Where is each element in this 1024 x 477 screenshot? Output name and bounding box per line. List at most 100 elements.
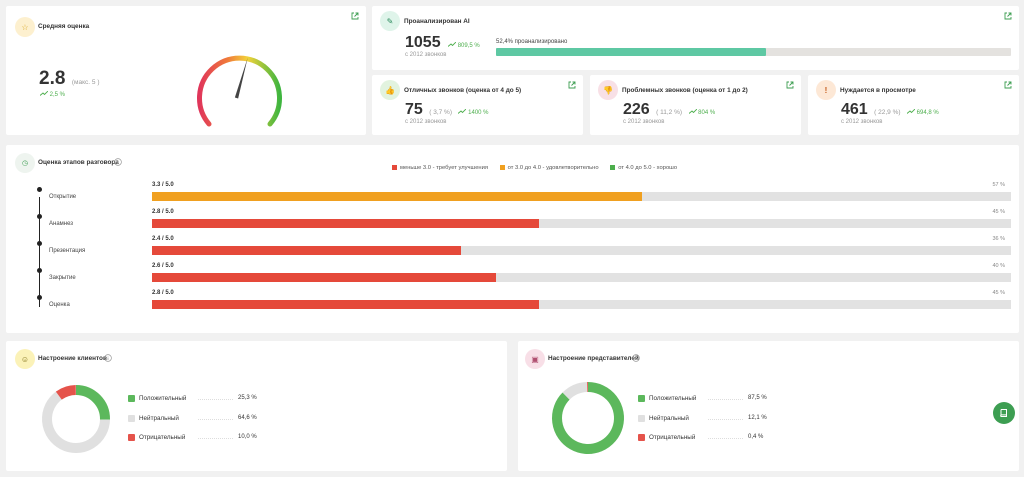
stages-timeline-line [39, 197, 40, 307]
timeline-dot [37, 187, 42, 192]
review-sub: с 2012 звонков [841, 119, 883, 125]
legend-item: от 4.0 до 5.0 - хорошо [610, 165, 677, 171]
stage-bar-track[interactable] [152, 246, 1011, 255]
gauge-arc [197, 55, 282, 127]
sentiment-label: Положительный [139, 395, 187, 402]
stage-bar-track[interactable] [152, 273, 1011, 282]
excellent-title: Отличных звонков (оценка от 4 до 5) [404, 87, 522, 94]
sentiment-value: 10,0 % [238, 434, 257, 440]
sentiment-label: Нейтральный [139, 414, 179, 422]
clients-title: Настроение клиентов [38, 355, 107, 362]
stage-name: Анамнез [49, 221, 74, 227]
book-fab-button[interactable] [993, 402, 1015, 424]
info-icon[interactable] [632, 354, 640, 362]
ai-title: Проанализирован AI [404, 18, 470, 25]
excellent-value-group: 75 ( 3,7 %) 1400 % [405, 101, 489, 119]
star-icon: ☆ [15, 17, 35, 37]
excellent-trend: 1400 % [468, 110, 489, 116]
ai-trend: 809,5 % [457, 43, 480, 49]
ai-analysed-card: ✎ Проанализирован AI 1055 809,5 % с 2012… [372, 6, 1019, 70]
stage-bar-fill [152, 273, 496, 282]
problem-pct: ( 11,2 %) [656, 109, 683, 116]
trend-up-icon [688, 109, 697, 114]
stage-percent: 57 % [992, 182, 1005, 188]
trend-up-icon [458, 109, 467, 114]
legend-label: от 3.0 до 4.0 - удовлетворительно [507, 165, 599, 172]
stage-percent: 40 % [992, 263, 1005, 269]
timeline-dot [37, 295, 42, 300]
donut-slice [562, 382, 588, 400]
review-title: Нуждается в просмотре [840, 87, 916, 94]
problem-title: Проблемных звонков (оценка от 1 до 2) [622, 87, 748, 94]
stage-percent: 45 % [992, 209, 1005, 215]
exclamation-icon: ! [816, 80, 836, 100]
trend-up-icon [40, 91, 48, 96]
review-pct: ( 22,9 %) [874, 109, 901, 116]
sentiment-swatch [128, 395, 135, 402]
timeline-dot [37, 214, 42, 219]
donut-slice [75, 385, 110, 420]
sentiment-value: 64,6 % [238, 414, 257, 421]
sentiment-swatch [128, 434, 135, 441]
trend-up-icon [906, 109, 915, 114]
problem-calls-card: 👎 Проблемных звонков (оценка от 1 до 2) … [590, 75, 801, 135]
stage-score: 3.3 / 5.0 [152, 182, 174, 188]
dotted-leader [198, 399, 233, 400]
clients-donut-chart [42, 385, 110, 453]
legend-dot-orange [499, 165, 505, 170]
stage-percent: 36 % [992, 236, 1005, 242]
stage-score: 2.8 / 5.0 [152, 290, 174, 296]
sentiment-swatch [638, 395, 645, 402]
donut-slice [55, 385, 77, 400]
dotted-leader [198, 438, 233, 439]
problem-value-group: 226 ( 11,2 %) 804 % [623, 101, 715, 119]
book-icon [1000, 409, 1007, 417]
excellent-value: 75 [405, 101, 423, 118]
stages-card: ◷ Оценка этапов разговора меньше 3.0 - т… [6, 145, 1019, 333]
external-link-icon[interactable] [568, 81, 576, 89]
timeline-dot [37, 241, 42, 246]
external-link-icon[interactable] [1004, 12, 1012, 20]
avg-rating-trend-value: 2,5 % [49, 92, 66, 98]
timeline-dot [37, 268, 42, 273]
external-link-icon[interactable] [786, 81, 794, 89]
stage-score: 2.6 / 5.0 [152, 263, 174, 269]
review-value-group: 461 ( 22,9 %) 694,8 % [841, 101, 939, 119]
info-icon[interactable] [114, 158, 122, 166]
ai-progress-track [496, 48, 1011, 56]
excellent-pct: ( 3,7 %) [429, 109, 453, 116]
clock-icon: ◷ [15, 153, 35, 173]
external-link-icon[interactable] [351, 12, 359, 20]
stage-bar-track[interactable] [152, 300, 1011, 309]
stage-name: Закрытие [49, 275, 76, 281]
legend-dot-red [392, 165, 397, 170]
stages-title: Оценка этапов разговора [38, 159, 119, 166]
rep-icon: ▣ [525, 349, 545, 369]
stage-bar-track[interactable] [152, 219, 1011, 228]
info-icon[interactable] [104, 354, 112, 362]
stage-name: Открытие [49, 194, 77, 200]
reps-title: Настроение представителей [548, 355, 639, 362]
dotted-leader [708, 418, 743, 420]
donut-slice [552, 382, 624, 454]
legend-item: меньше 3.0 - требует улучшения [392, 165, 488, 171]
dotted-leader [708, 399, 743, 400]
stage-name: Презентация [49, 248, 86, 254]
stage-bar-fill [152, 300, 539, 309]
stage-bar-track[interactable] [152, 192, 1011, 201]
ai-value-group: 1055 809,5 % [405, 34, 480, 52]
stage-bar-fill [152, 246, 462, 255]
excellent-calls-card: 👍 Отличных звонков (оценка от 4 до 5) 75… [372, 75, 583, 135]
problem-value: 226 [623, 101, 650, 118]
problem-sub: с 2012 звонков [623, 119, 665, 125]
stages-legend: меньше 3.0 - требует улучшения от 3.0 до… [392, 165, 677, 171]
review-trend: 694,8 % [916, 110, 939, 116]
sentiment-value: 87,5 % [748, 395, 767, 401]
legend-dot-green [610, 165, 616, 170]
sentiment-label: Нейтральный [649, 414, 689, 422]
stage-bar-fill [152, 192, 642, 201]
stage-bar-fill [152, 219, 539, 228]
avg-rating-title: Средняя оценка [38, 23, 90, 30]
avg-rating-value: 2.8 [39, 68, 66, 89]
external-link-icon[interactable] [1004, 81, 1012, 89]
